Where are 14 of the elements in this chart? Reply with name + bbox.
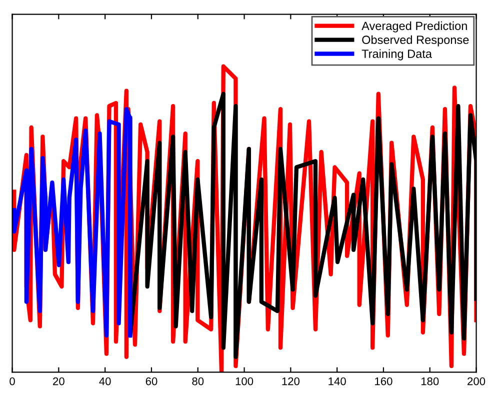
legend-label: Training Data xyxy=(362,49,432,60)
x-tick-label: 200 xyxy=(468,377,486,386)
x-tick-label: 160 xyxy=(375,377,392,386)
x-tick-label: 0 xyxy=(10,377,15,386)
x-tick-label: 20 xyxy=(53,377,64,386)
x-tick-label: 40 xyxy=(99,377,111,386)
x-tick-label: 60 xyxy=(146,377,158,386)
x-tick-label: 140 xyxy=(328,377,346,386)
legend-label: Observed Response xyxy=(362,35,469,46)
x-tick-label: 80 xyxy=(192,377,204,386)
x-tick-label: 180 xyxy=(421,377,439,386)
x-tick-label: 100 xyxy=(236,377,254,386)
legend-label: Averaged Prediction xyxy=(362,21,467,32)
x-tick-label: 120 xyxy=(282,377,300,386)
